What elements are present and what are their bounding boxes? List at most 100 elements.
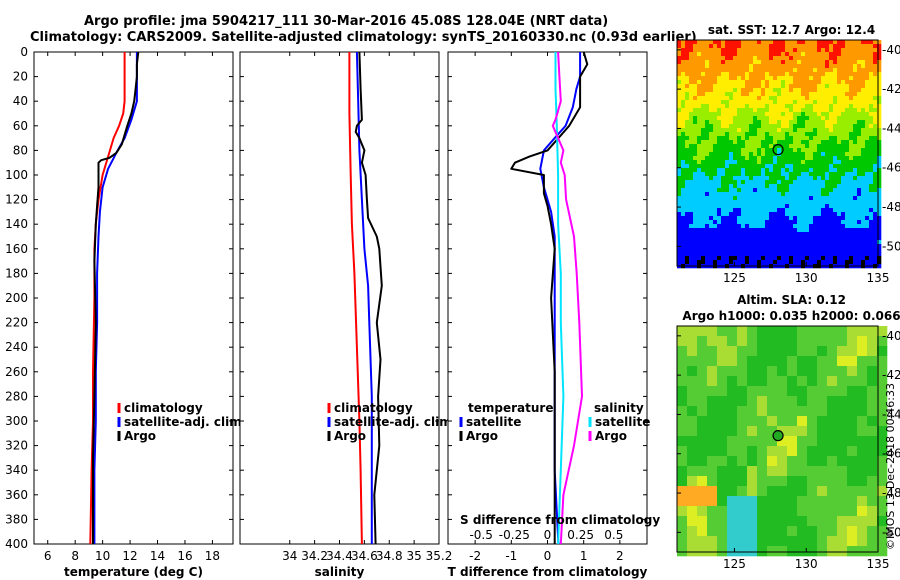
sla_map-cell [867, 406, 878, 417]
sla_map-cell [727, 546, 738, 557]
sst_map-cell [805, 56, 810, 61]
sst_map-cell [761, 172, 766, 177]
sst_map-cell [789, 68, 794, 73]
sst_map-cell [873, 152, 878, 157]
sst_map-cell [701, 236, 706, 241]
sst_map-cell [877, 108, 882, 113]
sst_map-cell [801, 188, 806, 193]
sst_map-cell [717, 108, 722, 113]
sst_map-cell [749, 200, 754, 205]
sst_map-cell [685, 72, 690, 77]
sst_map-cell [785, 80, 790, 85]
sst_map-cell [689, 40, 694, 45]
sst_map-cell [709, 188, 714, 193]
sst_map-cell [853, 260, 858, 265]
sst_map-cell [701, 256, 706, 261]
sst_map-cell [721, 208, 726, 213]
sst_map-cell [737, 156, 742, 161]
sla_map-cell [677, 466, 688, 477]
sst_map-cell [709, 88, 714, 93]
sst_map-cell [853, 208, 858, 213]
sst_map-cell [757, 124, 762, 129]
sst_map-cell [697, 244, 702, 249]
map-y-tick-label: -50 [882, 239, 900, 253]
sst_map-cell [681, 176, 686, 181]
sst_map-cell [829, 188, 834, 193]
sst_map-cell [853, 124, 858, 129]
sst_map-cell [861, 208, 866, 213]
sst_map-cell [845, 168, 850, 173]
sst_map-cell [713, 188, 718, 193]
sst_map-cell [757, 172, 762, 177]
sla_map-cell [677, 396, 688, 407]
sst_map-cell [693, 212, 698, 217]
sst_map-cell [869, 232, 874, 237]
sst_map-cell [729, 104, 734, 109]
sst_map-cell [849, 260, 854, 265]
sst_map-cell [825, 224, 830, 229]
sst_map-cell [761, 248, 766, 253]
sst_map-cell [757, 196, 762, 201]
sst_map-cell [689, 236, 694, 241]
sst_map-cell [765, 88, 770, 93]
sst_map-cell [725, 248, 730, 253]
sst_map-cell [693, 216, 698, 221]
sst_map-cell [697, 52, 702, 57]
sst_map-cell [777, 144, 782, 149]
sla_map-cell [727, 406, 738, 417]
legend-label: satellite-adj. clim. [334, 415, 456, 429]
sst_map-cell [801, 160, 806, 165]
sst_map-cell [725, 112, 730, 117]
sst_map-cell [733, 80, 738, 85]
sst_map-cell [821, 180, 826, 185]
sst_map-cell [753, 80, 758, 85]
sst_map-cell [877, 176, 882, 181]
sla_map-cell [847, 336, 858, 347]
sst_map-cell [817, 232, 822, 237]
sst_map-cell [769, 52, 774, 57]
sst_map-cell [765, 104, 770, 109]
sst_map-cell [757, 48, 762, 53]
sst_map-frame [676, 39, 879, 267]
sst_map-cell [793, 52, 798, 57]
sst_map-cell [857, 92, 862, 97]
sst_map-cell [689, 208, 694, 213]
sst_map-cell [849, 136, 854, 141]
sst_map-cell [761, 92, 766, 97]
sst_map-cell [785, 72, 790, 77]
sst_map-cell [813, 44, 818, 49]
sst_map-cell [765, 100, 770, 105]
sla_map-cell [707, 486, 718, 497]
sst_map-cell [689, 200, 694, 205]
sst_map-cell [721, 60, 726, 65]
sst_map-cell [725, 52, 730, 57]
sla_map-cell [777, 446, 788, 457]
sst_map-cell [713, 252, 718, 257]
sst_map-cell [729, 40, 734, 45]
sst_map-cell [793, 248, 798, 253]
sst_map-cell [697, 48, 702, 53]
sst_map-cell [837, 56, 842, 61]
sst_map-cell [789, 260, 794, 265]
sst_map-cell [709, 212, 714, 217]
sst_map-cell [841, 60, 846, 65]
sst_map-cell [733, 220, 738, 225]
sla_map-cell [707, 546, 718, 557]
sst_map-cell [693, 128, 698, 133]
sst_map-cell [857, 40, 862, 45]
sla_map-cell [797, 406, 808, 417]
sst_map-cell [741, 144, 746, 149]
sst_map-cell [725, 188, 730, 193]
sst_map-cell [709, 248, 714, 253]
sst_map-cell [821, 224, 826, 229]
sst_map-cell [721, 256, 726, 261]
sst_map-cell [713, 224, 718, 229]
sst_map-cell [777, 224, 782, 229]
sst_map-cell [817, 80, 822, 85]
sst_map-cell [857, 112, 862, 117]
sst_map-cell [805, 164, 810, 169]
sst_map-cell [709, 240, 714, 245]
sst_map-cell [737, 180, 742, 185]
sla_map-cell [717, 486, 728, 497]
